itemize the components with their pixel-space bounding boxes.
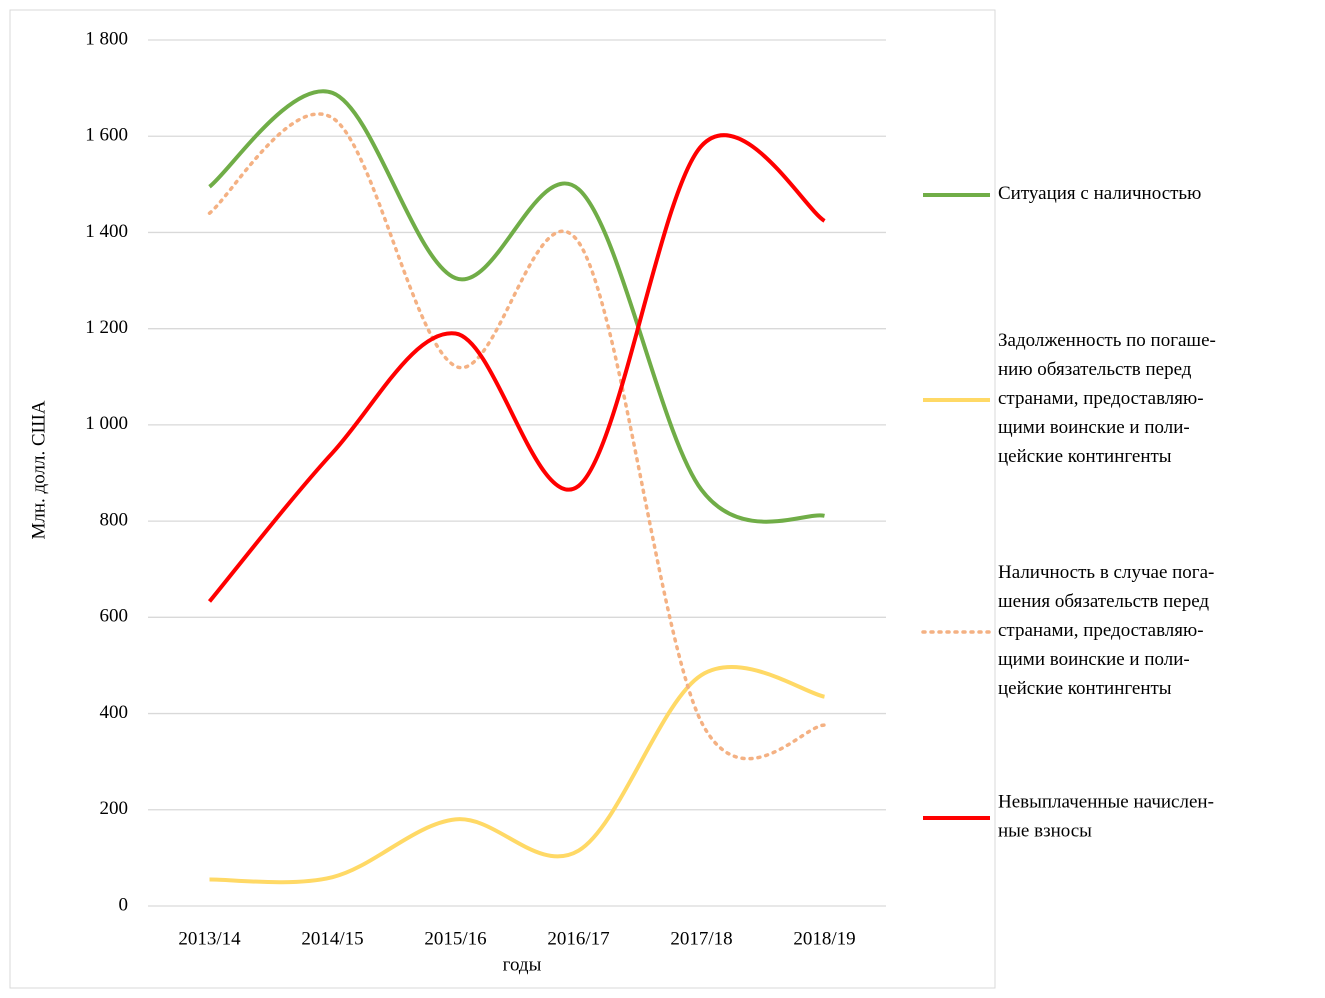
legend-label-line: странами, предоставляю-	[998, 620, 1204, 641]
legend-label-line: цейские контингенты	[998, 678, 1172, 699]
legend-label: Задолженность по погаше-нию обязательств…	[998, 330, 1216, 467]
y-tick-label: 1 200	[85, 317, 128, 338]
legend-label-line: Невыплаченные начислен-	[998, 792, 1214, 813]
y-tick-label: 1 800	[85, 28, 128, 49]
x-tick-label: 2017/18	[670, 928, 732, 949]
x-tick-label: 2016/17	[547, 928, 609, 949]
x-axis-title: годы	[503, 954, 542, 975]
legend-label-line: Задолженность по погаше-	[998, 330, 1216, 351]
y-tick-label: 800	[100, 509, 129, 530]
x-tick-label: 2013/14	[178, 928, 241, 949]
series-line	[209, 665, 825, 885]
legend-label-line: шения обязательств перед	[998, 591, 1209, 612]
x-tick-label: 2018/19	[793, 928, 855, 949]
legend-label-line: нию обязательств перед	[998, 359, 1192, 380]
series-line	[207, 112, 827, 761]
legend-label-line: щими воинские и поли-	[998, 649, 1190, 670]
x-tick-label: 2014/15	[301, 928, 363, 949]
y-tick-label: 1 000	[85, 413, 128, 434]
y-tick-label: 1 400	[85, 221, 128, 242]
chart-frame	[9, 9, 996, 989]
y-tick-label: 400	[100, 702, 129, 723]
legend-label-line: щими воинские и поли-	[998, 417, 1190, 438]
y-tick-label: 600	[100, 606, 129, 627]
y-tick-label: 0	[119, 894, 129, 915]
series-line	[208, 89, 825, 524]
legend-label-line: странами, предоставляю-	[998, 388, 1204, 409]
y-tick-label: 200	[100, 798, 129, 819]
legend-label-line: ные взносы	[998, 821, 1092, 842]
x-tick-label: 2015/16	[424, 928, 486, 949]
legend-label-line: Наличность в случае пога-	[998, 562, 1214, 583]
legend-label-line: Ситуация с наличностью	[998, 183, 1201, 204]
series-line	[207, 133, 826, 603]
legend-label: Невыплаченные начислен-ные взносы	[998, 792, 1214, 842]
legend-label-line: цейские контингенты	[998, 446, 1172, 467]
legend-label: Наличность в случае пога-шения обязатель…	[998, 562, 1214, 699]
y-tick-label: 1 600	[85, 125, 128, 146]
y-axis-title: Млн. долл. США	[28, 400, 49, 539]
legend-label: Ситуация с наличностью	[998, 183, 1201, 204]
